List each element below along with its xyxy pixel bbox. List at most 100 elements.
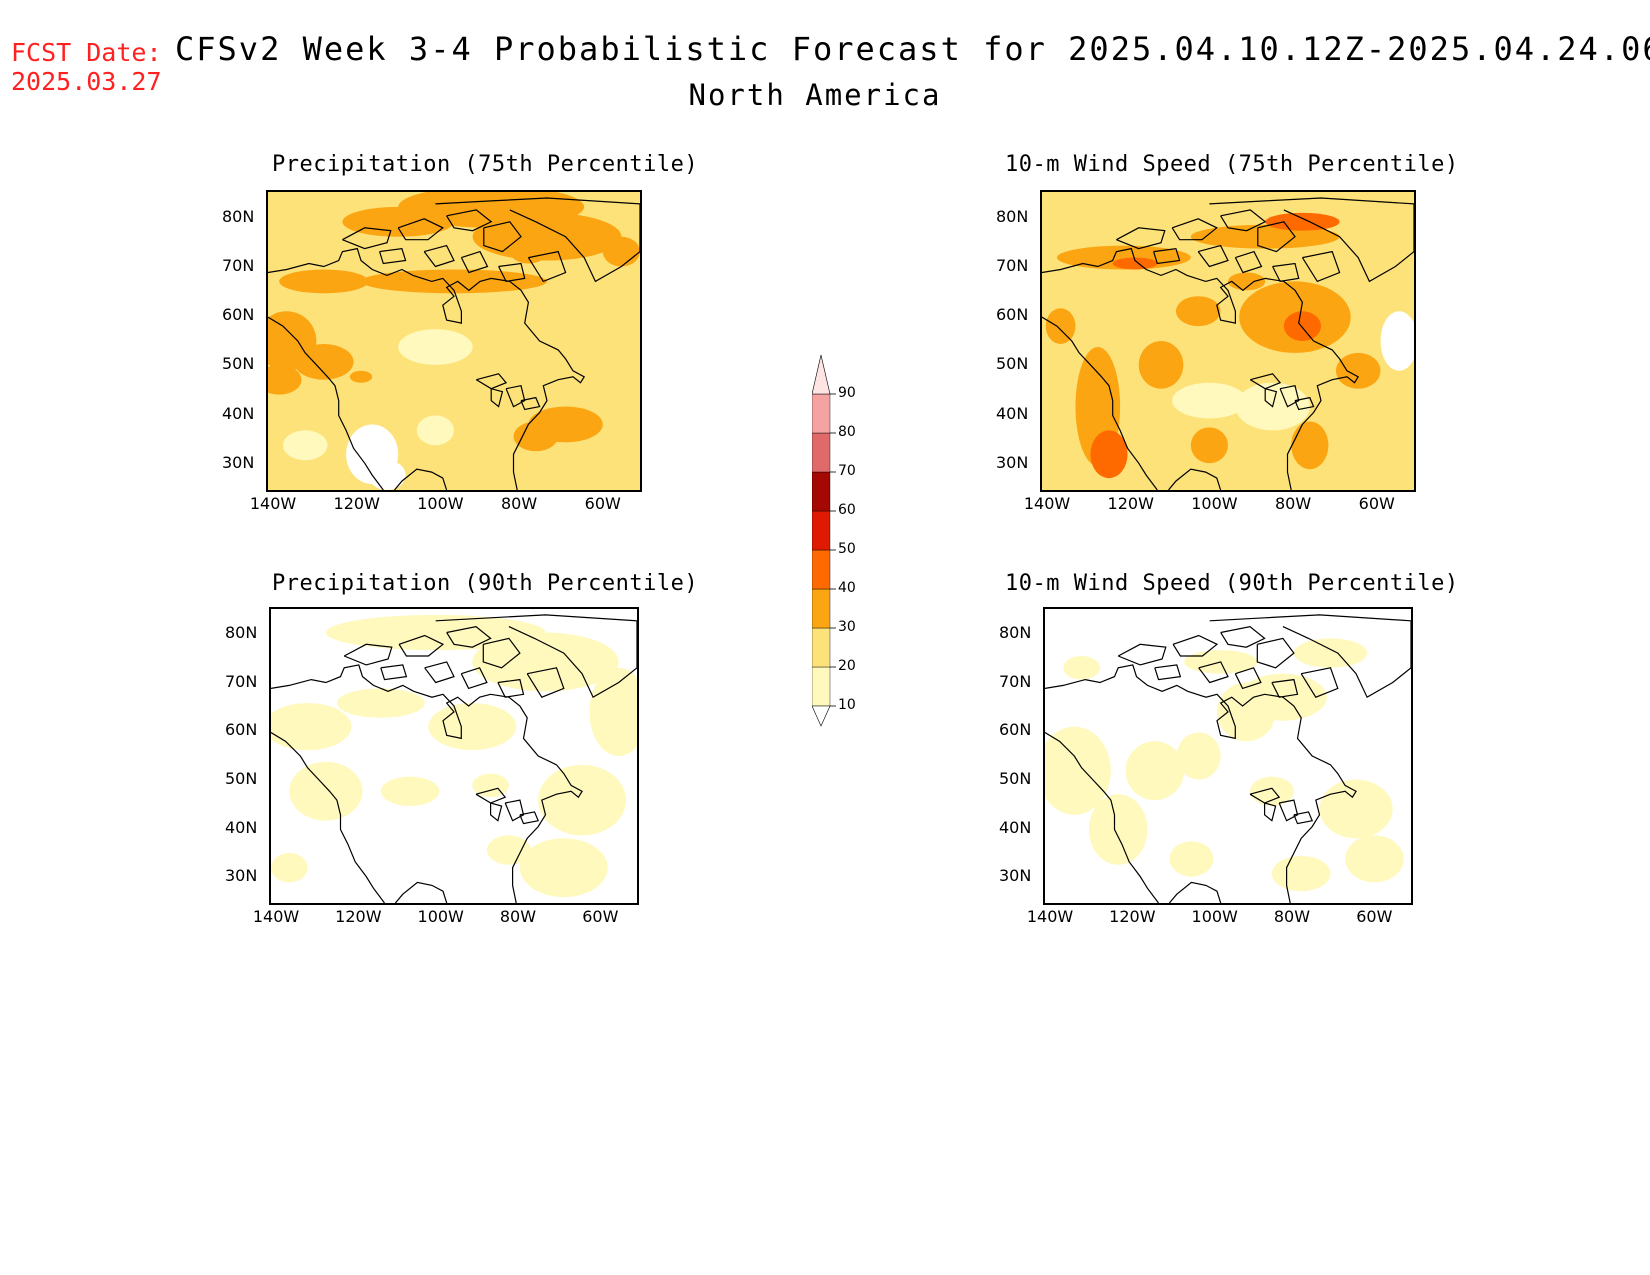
probability-contour	[1271, 855, 1331, 892]
coastline	[394, 881, 448, 903]
lon-tick-label: 120W	[1109, 907, 1156, 926]
probability-contour	[268, 364, 302, 395]
coastline	[1042, 247, 1360, 490]
coastline	[446, 209, 493, 232]
colorbar-segment	[811, 588, 831, 629]
coastline	[397, 218, 444, 241]
colorbar-label: 50	[838, 541, 856, 557]
probability-contour	[380, 776, 440, 806]
probability-contour	[271, 853, 308, 883]
probability-contour	[1138, 341, 1184, 389]
coastline	[1172, 634, 1219, 657]
lon-tick-label: 140W	[252, 907, 300, 926]
probability-contour	[428, 703, 517, 751]
lat-tick-label: 80N	[225, 623, 258, 643]
lon-tick-label: 120W	[1107, 494, 1154, 513]
lat-tick-label: 40N	[996, 403, 1029, 423]
coastline	[1209, 614, 1411, 699]
lat-tick-label: 30N	[996, 452, 1029, 472]
probability-contour	[1293, 638, 1368, 668]
map-svg	[271, 609, 637, 903]
map-precip-90	[269, 607, 639, 905]
coastline	[435, 197, 640, 283]
probability-contour	[1319, 779, 1393, 839]
coastline	[1209, 197, 1414, 283]
coastline	[1154, 664, 1182, 681]
coastline	[342, 227, 392, 250]
coastline	[1045, 731, 1159, 903]
panel-title-wind-90: 10-m Wind Speed (90th Percentile)	[1005, 571, 1459, 596]
probability-contour	[1335, 352, 1381, 389]
lat-tick-label: 60N	[225, 720, 258, 740]
colorbar: 90 80 70 60 50 40 30 20 10	[811, 335, 892, 745]
lon-tick-label: 100W	[1191, 494, 1238, 513]
coastline	[1220, 625, 1266, 648]
probability-contour	[513, 421, 559, 452]
region-name: North America	[688, 78, 942, 112]
probability-contour	[368, 460, 406, 490]
coastline	[1257, 221, 1296, 253]
coastline	[1045, 664, 1357, 903]
lon-tick-label: 120W	[335, 907, 382, 926]
colorbar-label: 30	[838, 619, 856, 635]
map-wind-75	[1040, 190, 1416, 492]
coastline	[483, 221, 522, 253]
probability-contour	[342, 206, 454, 237]
probability-contour	[472, 632, 619, 692]
panel-title-precip-90: Precipitation (90th Percentile)	[272, 571, 699, 596]
lon-tick-label: 60W	[582, 907, 619, 926]
coastline	[1293, 811, 1314, 825]
coastline	[460, 667, 488, 690]
coastline	[1197, 244, 1229, 268]
coastline	[527, 250, 567, 283]
coastline	[505, 384, 526, 408]
map-svg	[1045, 609, 1411, 903]
lat-tick-label: 60N	[999, 720, 1032, 740]
probability-contour	[271, 703, 352, 751]
lon-tick-label: 80W	[499, 907, 537, 926]
coastline	[1271, 678, 1299, 698]
colorbar-svg	[811, 354, 836, 727]
probability-contour	[1283, 311, 1321, 341]
coastline	[526, 667, 565, 698]
probability-contour	[1345, 835, 1404, 883]
fcst-date-value: 2025.03.27	[11, 67, 162, 96]
colorbar-label: 40	[838, 580, 856, 596]
lat-tick-label: 50N	[999, 768, 1032, 788]
lon-tick-label: 100W	[417, 494, 464, 513]
lon-tick-label: 80W	[1274, 494, 1312, 513]
probability-contour	[349, 370, 373, 383]
coastline	[475, 787, 507, 804]
colorbar-label: 20	[838, 658, 856, 674]
lat-tick-label: 50N	[225, 768, 258, 788]
colorbar-label: 90	[838, 385, 856, 401]
map-svg	[1042, 192, 1414, 490]
probability-contour	[416, 415, 454, 446]
probability-contour	[398, 329, 473, 365]
colorbar-segment	[811, 627, 831, 668]
probability-contour	[1249, 776, 1294, 806]
colorbar-segment	[811, 393, 831, 434]
coastline	[1234, 250, 1263, 274]
lon-tick-label: 60W	[1356, 907, 1393, 926]
coastline	[1168, 881, 1222, 903]
coastline	[1198, 661, 1229, 684]
coastline	[1278, 799, 1299, 822]
forecast-date-label: FCST Date: 2025.03.27	[11, 38, 162, 96]
lat-tick-label: 70N	[222, 255, 255, 275]
colorbar-segment	[811, 432, 831, 473]
probability-contour	[1265, 212, 1340, 231]
lon-tick-label: 140W	[1026, 907, 1074, 926]
probability-contour	[519, 838, 608, 898]
probability-contour	[486, 835, 531, 865]
probability-contour	[589, 667, 637, 756]
lat-tick-label: 60N	[996, 305, 1029, 325]
probability-contour	[1112, 257, 1158, 270]
coastline	[394, 468, 448, 490]
probability-contour	[294, 343, 354, 380]
main-title: CFSv2 Week 3-4 Probabilistic Forecast fo…	[175, 30, 1650, 68]
probability-contour	[289, 761, 363, 821]
lat-tick-label: 30N	[225, 866, 258, 885]
lat-tick-label: 70N	[996, 255, 1029, 275]
panel-title-wind-75: 10-m Wind Speed (75th Percentile)	[1005, 152, 1459, 177]
